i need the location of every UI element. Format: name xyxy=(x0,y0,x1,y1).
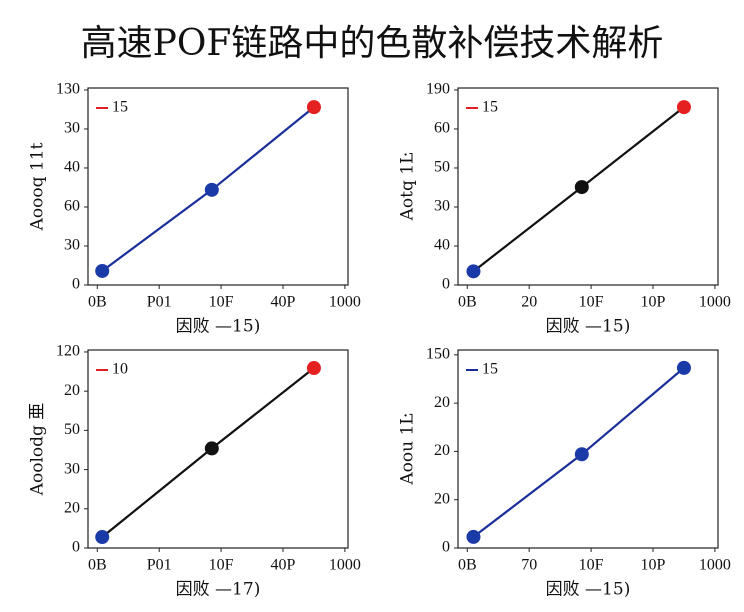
x-axis-label: 因败 —15) xyxy=(176,317,261,337)
y-tick-label: 20 xyxy=(64,499,80,516)
x-axis-label: 因败 —15) xyxy=(546,317,631,337)
data-point xyxy=(466,264,481,279)
plot-frame xyxy=(87,87,349,286)
y-tick-label: 0 xyxy=(72,539,80,556)
data-point xyxy=(306,100,321,115)
y-tick-label: 20 xyxy=(434,442,450,459)
y-tick-label: 20 xyxy=(434,394,450,411)
y-tick-label: 30 xyxy=(64,120,80,137)
y-tick-label: 150 xyxy=(426,346,450,363)
y-axis-label: Aoolodg 亜 xyxy=(28,403,48,497)
x-axis-label: 因败 —15) xyxy=(546,580,631,600)
x-tick-label: 1000 xyxy=(699,294,731,311)
y-tick-label: 50 xyxy=(64,421,80,438)
x-tick-label: 10P xyxy=(641,294,666,311)
y-tick-label: 30 xyxy=(64,460,80,477)
y-tick-label: 60 xyxy=(64,198,80,215)
y-tick-label: 50 xyxy=(434,159,450,176)
data-point xyxy=(574,180,589,195)
data-point xyxy=(466,529,481,544)
x-axis-label: 因败 —17) xyxy=(176,580,261,600)
x-tick-label: 20 xyxy=(521,294,537,311)
data-point xyxy=(574,447,589,462)
legend-label: 15 xyxy=(482,99,498,116)
x-tick-label: P01 xyxy=(147,557,172,574)
y-tick-label: 20 xyxy=(64,382,80,399)
data-point xyxy=(306,361,321,376)
legend-label: 15 xyxy=(482,361,498,378)
y-tick-label: 20 xyxy=(434,490,450,507)
x-tick-label: 1000 xyxy=(699,557,731,574)
x-tick-label: 10F xyxy=(209,557,234,574)
y-tick-label: 130 xyxy=(56,81,80,98)
legend-label: 15 xyxy=(112,99,128,116)
x-tick-label: 40P xyxy=(271,294,296,311)
x-tick-label: 10F xyxy=(209,294,234,311)
y-tick-label: 0 xyxy=(442,539,450,556)
y-tick-label: 30 xyxy=(434,198,450,215)
y-tick-label: 40 xyxy=(64,159,80,176)
x-tick-label: 1000 xyxy=(329,557,361,574)
plot-frame xyxy=(87,349,349,549)
x-tick-label: 1000 xyxy=(329,294,361,311)
y-axis-label: Aoou 1Ŀ xyxy=(398,413,418,485)
x-tick-label: 10F xyxy=(579,294,604,311)
data-point xyxy=(676,100,691,115)
y-axis-label: Aotq 1Ŀ xyxy=(398,153,418,222)
x-tick-label: 40P xyxy=(271,557,296,574)
data-point xyxy=(204,182,219,197)
data-point xyxy=(95,530,110,545)
data-point xyxy=(676,360,691,375)
x-tick-label: 10F xyxy=(579,557,604,574)
y-tick-label: 40 xyxy=(434,237,450,254)
x-tick-label: 0B xyxy=(88,557,107,574)
x-tick-label: 0B xyxy=(88,294,107,311)
data-point xyxy=(204,441,219,456)
x-tick-label: 0B xyxy=(458,294,477,311)
x-tick-label: 70 xyxy=(521,557,537,574)
plot-frame xyxy=(457,349,719,549)
y-tick-label: 0 xyxy=(442,276,450,293)
y-tick-label: 60 xyxy=(434,120,450,137)
figure-title: 高速POF链路中的色散补偿技术解析 xyxy=(81,23,664,64)
x-tick-label: 10P xyxy=(641,557,666,574)
y-tick-label: 30 xyxy=(64,237,80,254)
y-tick-label: 190 xyxy=(426,81,450,98)
data-point xyxy=(95,263,110,278)
x-tick-label: P01 xyxy=(147,294,172,311)
y-axis-label: Aoooq 11t xyxy=(28,142,48,231)
y-tick-label: 0 xyxy=(72,276,80,293)
x-tick-label: 0B xyxy=(458,557,477,574)
legend-label: 10 xyxy=(112,361,128,378)
plot-frame xyxy=(457,87,719,286)
y-tick-label: 120 xyxy=(56,343,80,360)
